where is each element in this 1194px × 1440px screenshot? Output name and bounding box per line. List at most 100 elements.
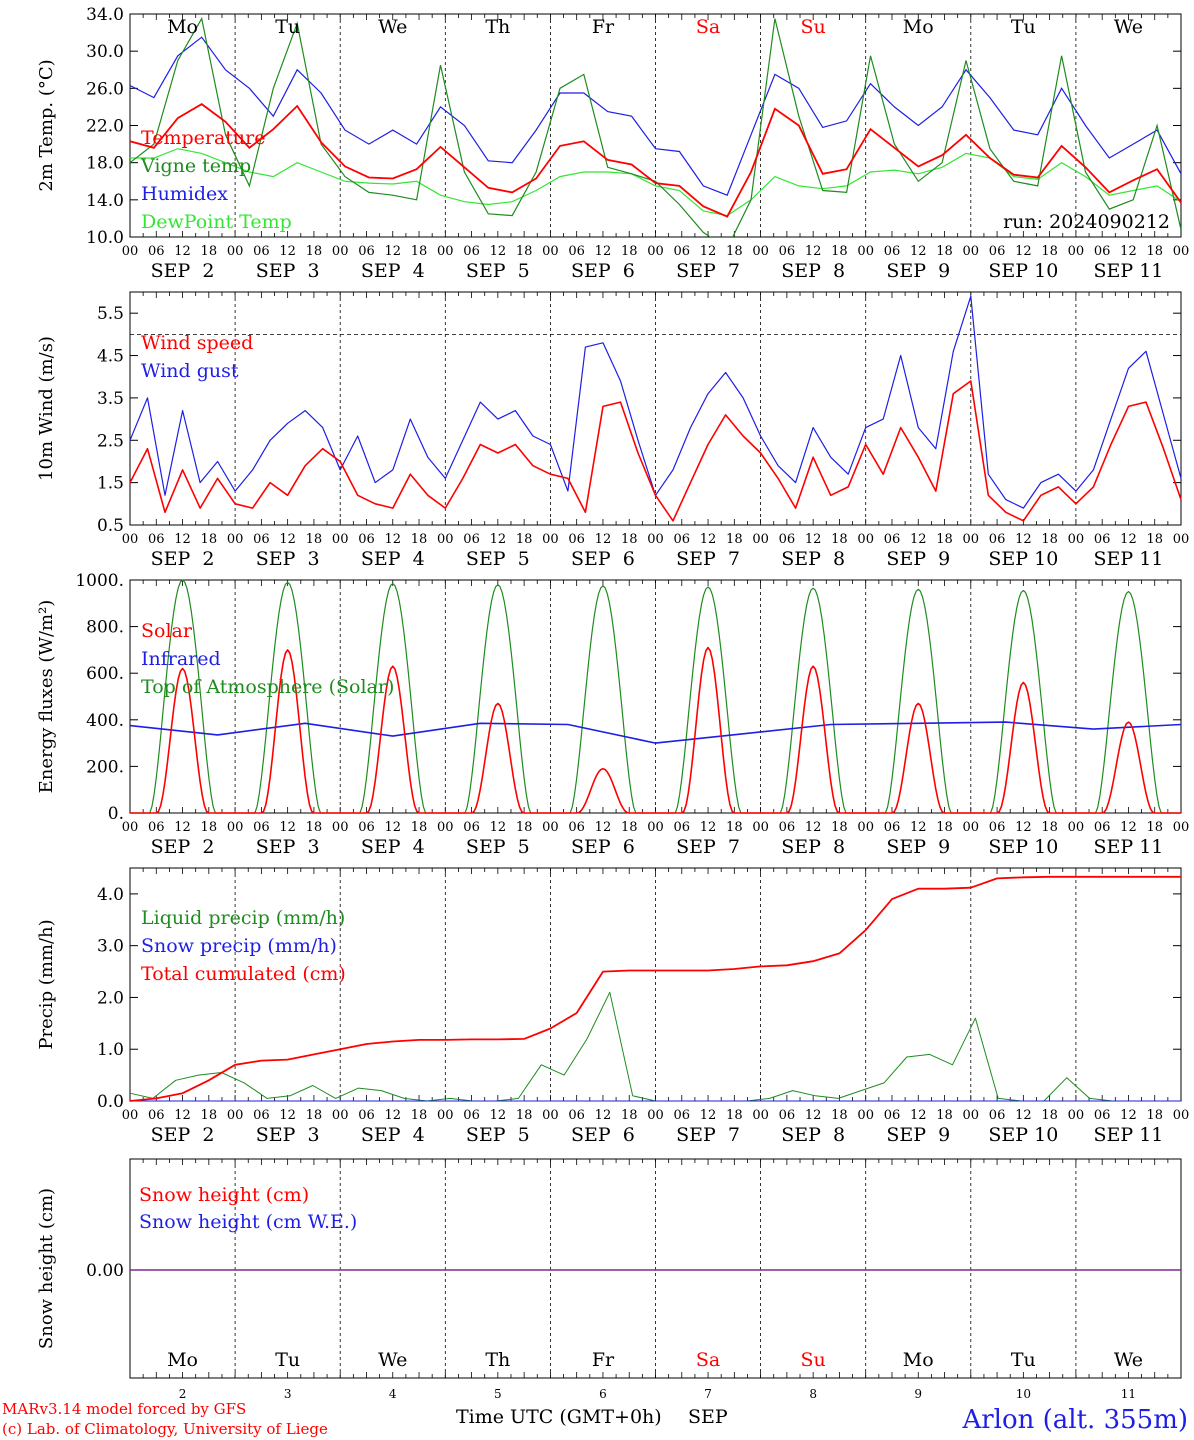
- hour-label: 00: [542, 820, 559, 835]
- y-tick-label: 2.5: [97, 431, 124, 451]
- date-label: SEP 6: [571, 1124, 635, 1146]
- hour-label: 18: [621, 244, 638, 259]
- hour-label: 12: [490, 244, 507, 259]
- hour-label: 18: [726, 532, 743, 547]
- hour-label: 00: [752, 532, 769, 547]
- hour-label: 18: [621, 532, 638, 547]
- hour-label: 18: [1146, 532, 1163, 547]
- hour-label: 06: [989, 1108, 1006, 1123]
- date-label: SEP 6: [571, 548, 635, 570]
- hour-label: 18: [1146, 820, 1163, 835]
- hour-label: 06: [1094, 1108, 1111, 1123]
- hour-label: 00: [963, 1108, 980, 1123]
- date-label: SEP 10: [988, 836, 1058, 858]
- hour-label: 12: [910, 820, 927, 835]
- hour-label: 12: [384, 820, 401, 835]
- hour-label: 06: [884, 1108, 901, 1123]
- hour-label: 00: [857, 244, 874, 259]
- hour-label: 12: [1015, 244, 1032, 259]
- hour-label: 00: [542, 244, 559, 259]
- hour-label: 00: [437, 1108, 454, 1123]
- wind-speed-line: [129, 380, 1182, 522]
- hour-label: 00: [857, 1108, 874, 1123]
- hour-label: 06: [463, 1108, 480, 1123]
- date-label: SEP 3: [256, 1124, 320, 1146]
- hour-label: 12: [490, 1108, 507, 1123]
- legend-entry: Liquid precip (mm/h): [141, 907, 345, 929]
- hour-label: 06: [463, 244, 480, 259]
- hour-label: 00: [227, 244, 244, 259]
- date-label: SEP 2: [151, 260, 215, 282]
- hour-label: 06: [358, 1108, 375, 1123]
- y-tick-label: 3.0: [97, 937, 124, 957]
- temp-series-group: [130, 16, 1181, 237]
- day-name: Tu: [275, 16, 300, 38]
- infrared-line: [129, 721, 1182, 744]
- day-name: Tu: [1011, 1349, 1036, 1371]
- legend-entry: Infrared: [141, 648, 221, 670]
- date-label: SEP 5: [466, 260, 530, 282]
- day-number: 10: [1016, 1387, 1031, 1401]
- date-label: SEP 7: [676, 260, 740, 282]
- hour-label: 06: [884, 244, 901, 259]
- y-axis-label: 10m Wind (m/s): [36, 336, 57, 481]
- date-label: SEP 5: [466, 1124, 530, 1146]
- hour-label: 18: [411, 532, 428, 547]
- date-label: SEP 7: [676, 1124, 740, 1146]
- hour-label: 18: [516, 532, 533, 547]
- legend-entry: Top of Atmosphere (Solar): [141, 676, 394, 698]
- hour-label: 12: [174, 820, 191, 835]
- hour-label: 18: [201, 244, 218, 259]
- hour-label: 06: [674, 532, 691, 547]
- y-tick-label: 18.0: [86, 154, 124, 174]
- temperature-line: [130, 103, 1181, 218]
- hour-label: 00: [647, 244, 664, 259]
- hour-label: 18: [516, 244, 533, 259]
- hour-label: 18: [1146, 244, 1163, 259]
- day-number: 8: [809, 1387, 817, 1401]
- hour-label: 18: [831, 244, 848, 259]
- hour-label: 18: [201, 532, 218, 547]
- hour-label: 06: [989, 244, 1006, 259]
- y-axis-label: Precip (mm/h): [36, 919, 57, 1049]
- legend-entry: Humidex: [141, 183, 228, 205]
- hour-label: 18: [516, 1108, 533, 1123]
- date-label: SEP 5: [466, 548, 530, 570]
- hour-label: 06: [989, 532, 1006, 547]
- hour-label: 12: [700, 244, 717, 259]
- day-number: 7: [704, 1387, 712, 1401]
- hour-label: 18: [201, 1108, 218, 1123]
- hour-label: 06: [148, 244, 165, 259]
- y-tick-label: 0.0: [97, 1092, 124, 1112]
- hour-label: 18: [411, 244, 428, 259]
- y-tick-label: 5.5: [97, 304, 124, 324]
- hour-label: 12: [490, 532, 507, 547]
- y-tick-label: 1.5: [97, 474, 124, 494]
- hour-label: 12: [1015, 532, 1032, 547]
- hour-label: 18: [516, 820, 533, 835]
- date-label: SEP 8: [781, 1124, 845, 1146]
- day-number: 3: [284, 1387, 292, 1401]
- day-number: 9: [914, 1387, 922, 1401]
- hour-label: 18: [831, 1108, 848, 1123]
- hour-label: 00: [122, 244, 139, 259]
- hour-label: 12: [910, 244, 927, 259]
- y-tick-label: 4.5: [97, 347, 124, 367]
- credit-line-2: (c) Lab. of Climatology, University of L…: [2, 1420, 328, 1438]
- date-label: SEP 3: [256, 836, 320, 858]
- hour-label: 00: [963, 244, 980, 259]
- day-name: Mo: [167, 1349, 198, 1371]
- hour-label: 06: [884, 820, 901, 835]
- hour-label: 00: [857, 532, 874, 547]
- hour-label: 12: [174, 244, 191, 259]
- date-label: SEP 11: [1094, 836, 1164, 858]
- hour-label: 00: [1173, 532, 1190, 547]
- hour-label: 12: [279, 244, 296, 259]
- hour-label: 00: [1173, 1108, 1190, 1123]
- day-name: Fr: [592, 16, 615, 38]
- hour-label: 18: [306, 244, 323, 259]
- hour-label: 12: [700, 532, 717, 547]
- hour-label: 12: [490, 820, 507, 835]
- hour-label: 06: [358, 820, 375, 835]
- hour-label: 18: [411, 1108, 428, 1123]
